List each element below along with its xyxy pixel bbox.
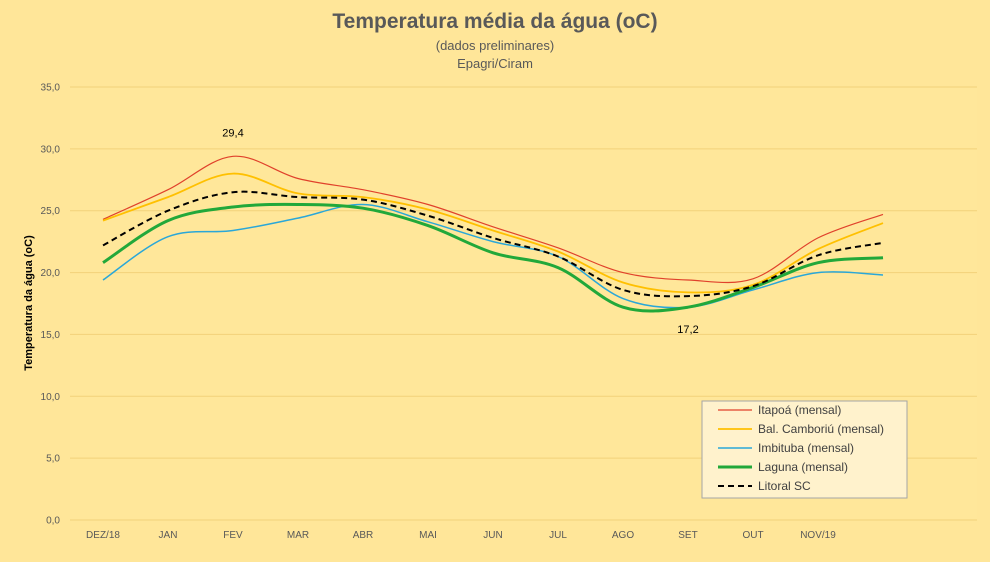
y-tick-label: 15,0 (41, 330, 61, 341)
series-line-laguna-mensal (102, 202, 884, 313)
x-axis-ticks: DEZ/18 JAN FEV MAR ABR MAI JUN JUL AGO SET OUT NOV/… (86, 530, 836, 541)
series-line-bal-camboriu-mensal (102, 172, 884, 294)
x-tick-label: NOV/19 (800, 530, 836, 541)
series-line-imbituba-mensal (102, 203, 884, 309)
y-tick-label: 5,0 (46, 454, 60, 465)
x-tick-label: MAI (419, 530, 437, 541)
series-line-itapoa-mensal (102, 155, 884, 284)
y-axis-label: Temperatura da água (oC) (23, 235, 35, 371)
x-tick-label: SET (678, 530, 697, 541)
x-tick-label: JUL (549, 530, 567, 541)
legend-label: Litoral SC (758, 479, 811, 493)
y-tick-label: 25,0 (41, 206, 61, 217)
x-tick-label: JUN (483, 530, 502, 541)
legend: Itapoá (mensal) Bal. Camboriú (mensal) Imb… (701, 400, 908, 499)
x-tick-label: OUT (742, 530, 763, 541)
data-labels: 29,4 17,2 (222, 127, 698, 336)
legend-label: Bal. Camboriú (mensal) (758, 422, 884, 436)
x-tick-label: FEV (223, 530, 243, 541)
x-tick-label: JAN (159, 530, 178, 541)
x-tick-label: DEZ/18 (86, 530, 120, 541)
y-tick-label: 0,0 (46, 516, 60, 527)
series-line-litoral-sc (102, 190, 884, 298)
x-tick-label: ABR (353, 530, 374, 541)
legend-label: Itapoá (mensal) (758, 403, 841, 417)
data-label: 29,4 (222, 127, 243, 139)
chart-subtitle-2: Epagri/Ciram (457, 56, 533, 71)
x-tick-label: AGO (612, 530, 634, 541)
series-lines (102, 155, 884, 313)
y-axis-ticks: 0,0 5,0 10,0 15,0 20,0 25,0 30,0 35,0 (41, 83, 61, 527)
data-label: 17,2 (677, 324, 698, 336)
y-tick-label: 30,0 (41, 144, 61, 155)
chart-subtitle-1: (dados preliminares) (435, 38, 555, 53)
y-tick-label: 20,0 (41, 268, 61, 279)
chart-title: Temperatura média da água (oC) (332, 10, 658, 33)
y-tick-label: 35,0 (41, 83, 61, 94)
legend-label: Imbituba (mensal) (758, 441, 854, 455)
legend-label: Laguna (mensal) (758, 460, 848, 474)
legend-box (701, 400, 908, 499)
y-tick-label: 10,0 (41, 392, 61, 403)
x-tick-label: MAR (287, 530, 309, 541)
